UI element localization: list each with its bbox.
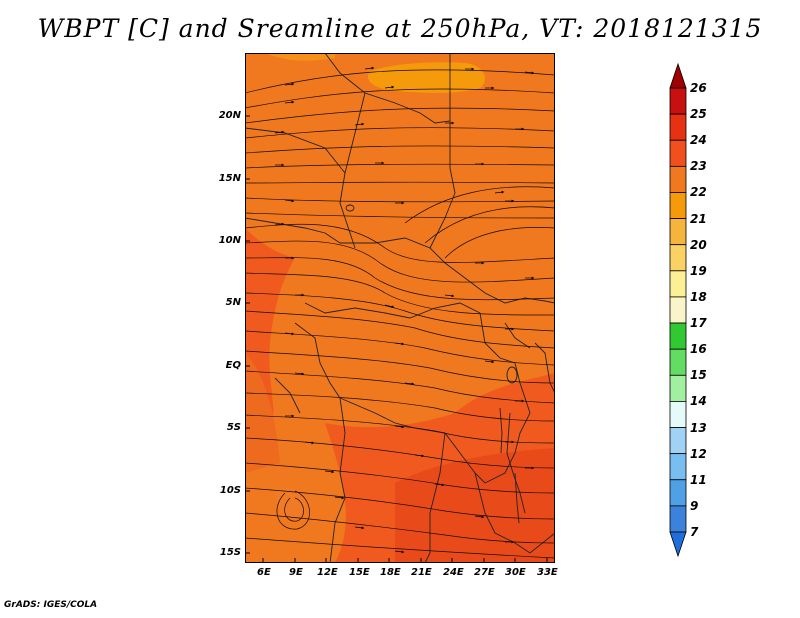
colorbar-swatch bbox=[669, 87, 687, 115]
lat-label-5n: 5N bbox=[225, 297, 241, 308]
streamline-arrows bbox=[274, 66, 535, 554]
colorbar-swatch bbox=[669, 296, 687, 324]
colorbar-swatch bbox=[669, 427, 687, 455]
colorbar-swatch bbox=[669, 322, 687, 350]
lon-label-9e: 9E bbox=[289, 567, 303, 578]
colorbar-label: 11 bbox=[690, 472, 707, 487]
colorbar-label: 21 bbox=[690, 211, 707, 226]
colorbar-swatch bbox=[669, 139, 687, 167]
colorbar-swatch bbox=[669, 165, 687, 193]
colorbar-arrow-top bbox=[669, 62, 687, 89]
colorbar-swatch bbox=[669, 479, 687, 507]
lon-label-12e: 12E bbox=[317, 567, 338, 578]
colorbar-label: 25 bbox=[690, 107, 707, 122]
lat-label-10s: 10S bbox=[219, 485, 241, 496]
colorbar-label: 26 bbox=[690, 81, 707, 95]
colorbar-label: 9 bbox=[690, 498, 699, 513]
lat-label-15s: 15S bbox=[219, 547, 241, 558]
colorbar-label: 18 bbox=[690, 289, 707, 304]
lat-label-5s: 5S bbox=[226, 422, 241, 433]
colorbar-label: 22 bbox=[690, 185, 707, 200]
lon-label-24e: 24E bbox=[443, 567, 464, 578]
lon-label-33e: 33E bbox=[537, 567, 558, 578]
wbpt-field-cool-nw bbox=[265, 53, 335, 61]
colorbar-swatch bbox=[669, 401, 687, 428]
lat-label-15n: 15N bbox=[218, 173, 241, 184]
colorbar-body bbox=[669, 62, 687, 558]
colorbar-label: 15 bbox=[690, 368, 707, 383]
map-panel bbox=[245, 53, 555, 563]
colorbar-swatch bbox=[669, 218, 687, 246]
lon-label-6e: 6E bbox=[257, 567, 271, 578]
colorbar-swatch bbox=[669, 113, 687, 141]
footer-credit: GrADS: IGES/COLA bbox=[4, 600, 98, 610]
map-frame bbox=[245, 53, 555, 563]
lon-label-21e: 21E bbox=[411, 567, 432, 578]
colorbar-swatch bbox=[669, 453, 687, 481]
colorbar-label: 14 bbox=[690, 394, 707, 409]
colorbar-swatch bbox=[669, 192, 687, 219]
lat-label-20n: 20N bbox=[218, 110, 241, 121]
lon-ticks bbox=[262, 558, 548, 563]
colorbar-label: 13 bbox=[690, 420, 707, 435]
colorbar-swatch bbox=[669, 505, 687, 533]
colorbar-label: 19 bbox=[690, 263, 707, 278]
lon-label-18e: 18E bbox=[380, 567, 401, 578]
lat-ticks bbox=[245, 115, 250, 554]
lat-label-10n: 10N bbox=[218, 235, 241, 246]
lon-label-27e: 27E bbox=[474, 567, 495, 578]
wbpt-field-warm-coast bbox=[245, 353, 280, 473]
colorbar-arrow-bottom bbox=[669, 531, 687, 558]
colorbar-label: 12 bbox=[690, 446, 707, 461]
colorbar-swatch bbox=[669, 244, 687, 272]
colorbar-label: 23 bbox=[690, 159, 707, 174]
colorbar-swatch bbox=[669, 348, 687, 376]
colorbar bbox=[669, 62, 687, 558]
lat-label-eq: EQ bbox=[225, 360, 241, 371]
colorbar-label: 17 bbox=[690, 316, 707, 331]
colorbar-swatch bbox=[669, 270, 687, 298]
lakes bbox=[345, 204, 520, 524]
colorbar-label: 16 bbox=[690, 342, 707, 357]
lon-label-15e: 15E bbox=[349, 567, 370, 578]
colorbar-label: 7 bbox=[690, 525, 699, 539]
streamlines bbox=[245, 69, 555, 559]
lon-label-30e: 30E bbox=[505, 567, 526, 578]
colorbar-label: 24 bbox=[690, 133, 707, 148]
country-borders bbox=[245, 53, 555, 563]
chart-title: WBPT [C] and Sreamline at 250hPa, VT: 20… bbox=[37, 14, 763, 43]
colorbar-swatch bbox=[669, 374, 687, 402]
colorbar-label: 20 bbox=[690, 237, 707, 252]
